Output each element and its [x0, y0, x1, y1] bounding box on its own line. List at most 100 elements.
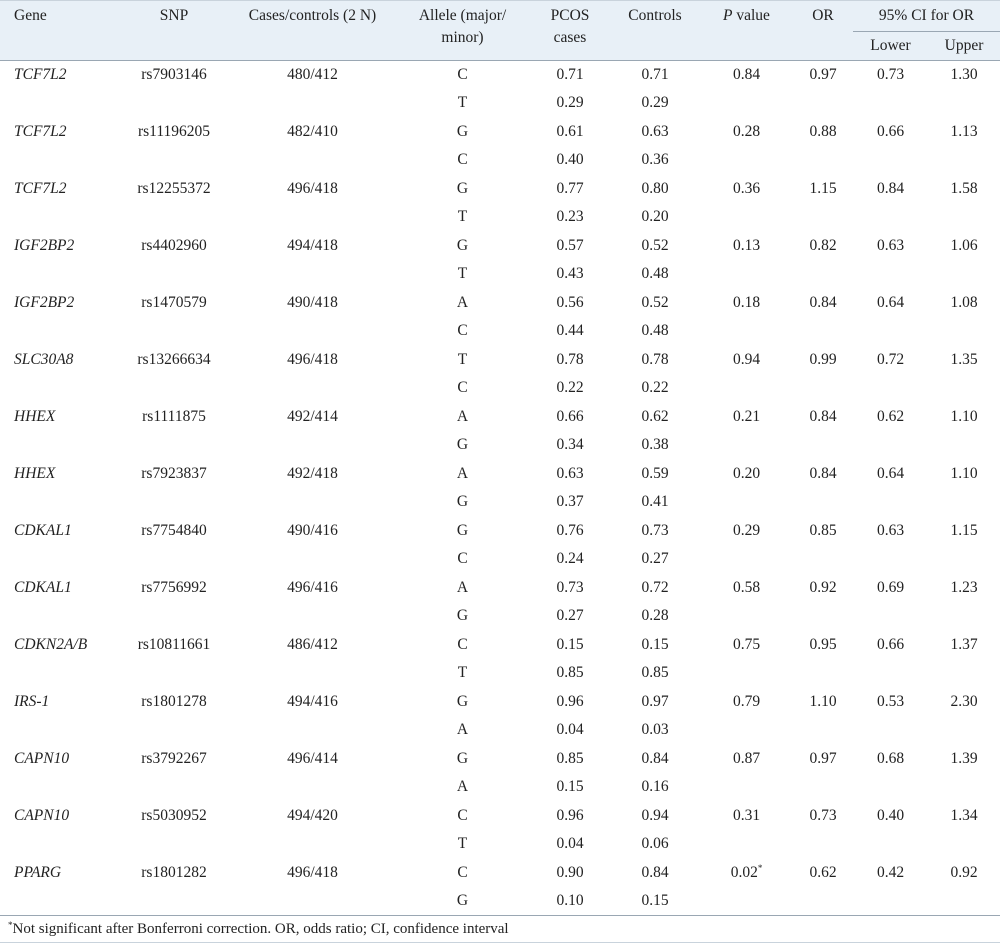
pcos-major-freq-cell: 0.96 [556, 806, 584, 824]
or-cell: 0.97 [809, 66, 837, 83]
empty-cell [928, 374, 1000, 403]
or-cell: 0.85 [809, 521, 837, 539]
major-allele-cell: G [456, 236, 469, 254]
empty-cell [928, 317, 1000, 346]
minor-allele-cell: G [456, 493, 469, 510]
cases-controls-cell: 496/418 [287, 179, 338, 197]
table-row: CAPN10 rs5030952 494/420 C 0.96 0.94 0.31 0.73 0… [0, 802, 1000, 831]
empty-cell [700, 260, 793, 289]
p-value-text: 0.79 [732, 692, 761, 710]
cases-controls-cell: 496/414 [287, 749, 338, 767]
p-value-cell: 0.20 [700, 460, 793, 489]
pcos-major-freq-cell: 0.63 [556, 464, 584, 482]
p-value-text: 0.18 [732, 293, 761, 311]
pcos-major-freq-cell: 0.15 [556, 635, 584, 653]
table-row: SLC30A8 rs13266634 496/418 T 0.78 0.78 0.94 0.9… [0, 346, 1000, 375]
minor-allele-cell: G [395, 887, 530, 916]
control-major-freq-cell: 0.97 [641, 692, 669, 710]
empty-cell [853, 374, 928, 403]
gene-cell: TCF7L2 [14, 122, 67, 140]
empty-cell [230, 773, 395, 802]
pcos-major-freq-cell: 0.66 [556, 407, 584, 425]
ci-lower-cell: 0.63 [876, 236, 905, 254]
control-minor-freq-cell: 0.41 [641, 493, 669, 510]
header-p-italic: P [723, 7, 733, 24]
empty-cell [793, 545, 853, 574]
minor-allele-cell: G [456, 607, 469, 624]
table-row: CDKN2A/B rs10811661 486/412 C 0.15 0.15 0.75 0.… [0, 631, 1000, 660]
p-value-cell: 0.94 [700, 346, 793, 375]
table-row: IGF2BP2 rs4402960 494/418 G 0.57 0.52 0.13 0.82… [0, 232, 1000, 261]
ci-upper-cell: 1.34 [950, 806, 978, 824]
control-major-freq-cell: 0.52 [641, 293, 669, 311]
control-minor-freq-cell: 0.85 [641, 664, 669, 681]
empty-cell [853, 545, 928, 574]
control-minor-freq-cell: 0.28 [641, 607, 669, 624]
snp-cell: rs1801282 [141, 863, 207, 881]
empty-cell [700, 716, 793, 745]
pcos-minor-freq-cell: 0.37 [556, 493, 584, 510]
empty-cell [853, 830, 928, 859]
empty-cell [853, 146, 928, 175]
control-major-freq-cell: 0.71 [641, 66, 669, 83]
gene-cell: IGF2BP2 [14, 236, 75, 254]
table-row: CDKAL1 rs7756992 496/416 A 0.73 0.72 0.58 0.92 0… [0, 574, 1000, 603]
table-row: IRS-1 rs1801278 494/416 G 0.96 0.97 0.79 1.10 0.… [0, 688, 1000, 717]
footnote-text: Not significant after Bonferroni correct… [12, 921, 509, 937]
empty-cell [700, 89, 793, 118]
or-cell: 0.82 [809, 236, 837, 254]
cases-controls-cell: 486/412 [287, 635, 338, 653]
empty-cell [0, 260, 118, 289]
snp-cell: rs1801278 [141, 692, 207, 710]
major-allele-cell: C [457, 635, 468, 653]
pcos-major-freq-cell: 0.77 [556, 179, 584, 197]
cases-controls-cell: 494/418 [287, 236, 338, 254]
empty-cell [0, 773, 118, 802]
snp-cell: rs7923837 [141, 464, 207, 482]
empty-cell [230, 203, 395, 232]
p-value-text: 0.20 [732, 464, 761, 482]
empty-cell [853, 488, 928, 517]
empty-cell [0, 374, 118, 403]
major-allele-cell: C [457, 66, 468, 83]
gene-cell: IGF2BP2 [14, 293, 75, 311]
p-value-footnote-mark: * [757, 862, 763, 873]
ci-upper-cell: 0.92 [950, 863, 978, 881]
ci-upper-cell: 1.10 [950, 407, 978, 425]
empty-cell [853, 317, 928, 346]
minor-allele-cell: T [457, 664, 468, 681]
empty-cell [230, 260, 395, 289]
empty-cell [793, 887, 853, 916]
empty-cell [700, 488, 793, 517]
table-header: Gene SNP Cases/controls (2 N) Allele (ma… [0, 0, 1000, 61]
empty-cell [700, 431, 793, 460]
ci-upper-cell: 1.37 [950, 635, 978, 653]
empty-cell [118, 431, 230, 460]
major-allele-cell: T [457, 350, 468, 368]
pcos-minor-freq-cell: 0.27 [556, 607, 584, 624]
table-row-minor: T 0.04 0.06 [0, 830, 1000, 859]
empty-cell [118, 488, 230, 517]
empty-cell [700, 887, 793, 916]
control-major-freq-cell: 0.63 [641, 122, 669, 140]
or-cell: 0.99 [809, 350, 837, 368]
table-row-minor: C 0.24 0.27 [0, 545, 1000, 574]
p-value-cell: 0.79 [700, 688, 793, 717]
pcos-minor-freq-cell: 0.22 [556, 379, 584, 396]
control-minor-freq-cell: 0.15 [610, 887, 700, 916]
ci-upper-cell: 1.15 [950, 521, 978, 539]
minor-allele-cell: T [457, 835, 468, 852]
p-value-cell: 0.58 [700, 574, 793, 603]
minor-allele-cell: C [457, 322, 468, 339]
gene-cell: PPARG [14, 863, 62, 881]
header-snp: SNP [118, 0, 230, 61]
snp-cell: rs13266634 [137, 350, 211, 368]
empty-cell [230, 659, 395, 688]
snp-cell: rs10811661 [137, 635, 211, 653]
minor-allele-cell: C [457, 550, 468, 567]
snp-cell: rs1470579 [141, 293, 207, 311]
or-cell: 0.97 [809, 749, 837, 767]
pcos-major-freq-cell: 0.71 [556, 66, 584, 83]
p-value-text: 0.94 [732, 350, 761, 368]
ci-upper-cell: 1.39 [950, 749, 978, 767]
